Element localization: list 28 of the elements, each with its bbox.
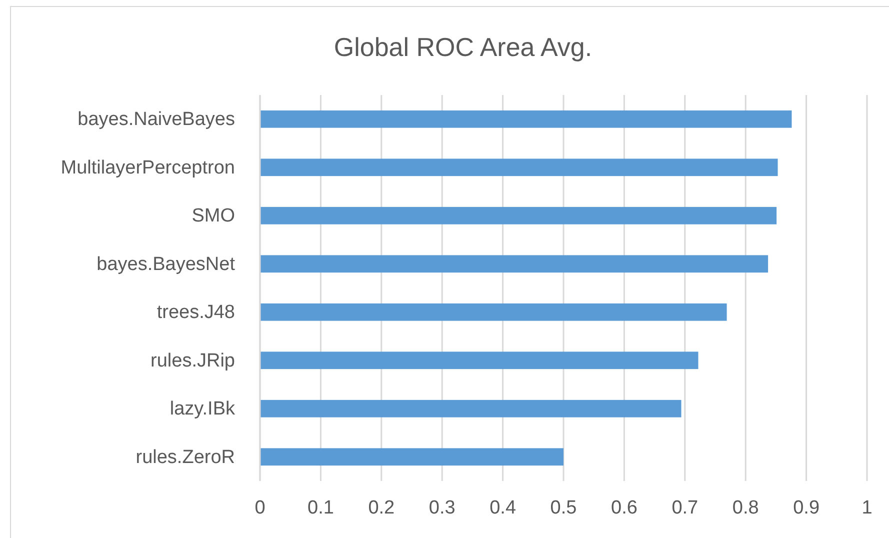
chart-title: Global ROC Area Avg. bbox=[334, 32, 592, 62]
bar bbox=[260, 110, 792, 128]
y-tick-label: MultilayerPerceptron bbox=[60, 157, 235, 178]
x-tick-label: 0.4 bbox=[490, 497, 516, 518]
bar bbox=[260, 303, 727, 321]
y-tick-label: bayes.BayesNet bbox=[96, 254, 236, 275]
bar bbox=[260, 448, 564, 466]
x-tick-label: 0.5 bbox=[550, 497, 577, 518]
y-tick-label: rules.ZeroR bbox=[136, 446, 235, 468]
x-tick-label: 0.6 bbox=[610, 497, 638, 518]
x-tick-label: 0.8 bbox=[732, 497, 759, 518]
x-tick-label: 1 bbox=[862, 497, 872, 518]
y-tick-label: lazy.IBk bbox=[170, 398, 236, 420]
y-tick-label: SMO bbox=[192, 206, 235, 227]
y-tick-label: bayes.NaiveBayes bbox=[78, 109, 235, 130]
bar bbox=[260, 352, 698, 370]
bar bbox=[260, 400, 682, 418]
x-tick-label: 0.9 bbox=[793, 497, 820, 518]
y-tick-label: trees.J48 bbox=[156, 302, 235, 324]
x-tick-label: 0.1 bbox=[307, 497, 334, 518]
x-tick-label: 0.2 bbox=[368, 497, 395, 518]
x-tick-label: 0.3 bbox=[428, 497, 456, 518]
y-tick-label: rules.JRip bbox=[150, 350, 235, 372]
bar bbox=[260, 255, 768, 273]
x-tick-label: 0.7 bbox=[672, 497, 698, 518]
x-tick-label: 0 bbox=[254, 497, 266, 518]
bar bbox=[260, 206, 777, 224]
bar bbox=[260, 158, 778, 176]
